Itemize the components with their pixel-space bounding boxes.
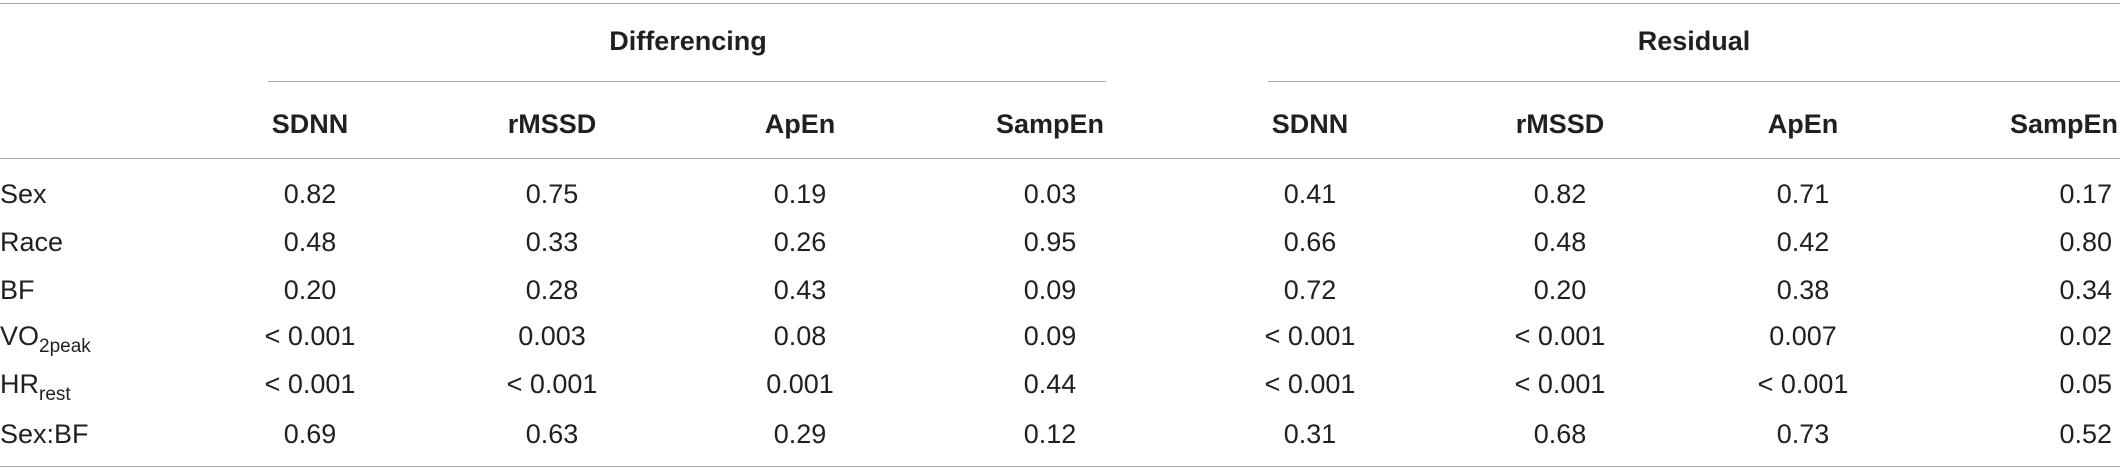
table-cell: < 0.001: [1264, 321, 1356, 351]
table-cell: 0.05: [2059, 369, 2112, 399]
table-cell: 0.09: [1023, 275, 1077, 305]
column-header: rMSSD: [507, 109, 597, 139]
table-cell: 0.43: [773, 275, 827, 305]
table-cell: 0.38: [1776, 275, 1830, 305]
table-cell: 0.48: [283, 227, 337, 257]
table-cell: 0.75: [525, 179, 579, 209]
table-cell: 0.73: [1776, 419, 1830, 449]
table-bottom-rule: [0, 466, 2120, 467]
table-cell: 0.003: [518, 321, 586, 351]
table-cell: < 0.001: [1264, 369, 1356, 399]
table-cell: 0.19: [773, 179, 827, 209]
table-cell: 0.68: [1533, 419, 1587, 449]
table-cell: 0.44: [1023, 369, 1077, 399]
row-label: Race: [0, 227, 64, 257]
table-cell: 0.42: [1776, 227, 1830, 257]
table-cell: 0.33: [525, 227, 579, 257]
row-label: Sex:BF: [0, 419, 89, 449]
table-cell: 0.63: [525, 419, 579, 449]
table-cell: < 0.001: [1757, 369, 1849, 399]
table-cell: 0.12: [1023, 419, 1077, 449]
row-label: HRrest: [0, 369, 71, 405]
table-cell: 0.71: [1776, 179, 1830, 209]
table-cell: 0.34: [2059, 275, 2112, 305]
group-header-residual: Residual: [1637, 26, 1751, 56]
table-cell: < 0.001: [1514, 321, 1606, 351]
table-cell: 0.26: [773, 227, 827, 257]
column-header: SampEn: [2009, 109, 2118, 139]
table-cell: 0.31: [1283, 419, 1337, 449]
table-top-rule: [0, 3, 2120, 4]
table-cell: 0.001: [766, 369, 834, 399]
table-cell: 0.29: [773, 419, 827, 449]
table-cell: 0.20: [1533, 275, 1587, 305]
table-cell: < 0.001: [264, 321, 356, 351]
table-cell: 0.82: [1533, 179, 1587, 209]
table-cell: < 0.001: [264, 369, 356, 399]
table-cell: 0.08: [773, 321, 827, 351]
column-header: ApEn: [764, 109, 836, 139]
table-cell: 0.72: [1283, 275, 1337, 305]
row-label: BF: [0, 275, 35, 305]
row-label: Sex: [0, 179, 47, 209]
differencing-group-rule: [268, 81, 1106, 82]
table-cell: 0.52: [2059, 419, 2112, 449]
table-cell: 0.09: [1023, 321, 1077, 351]
table-cell: 0.28: [525, 275, 579, 305]
table-cell: 0.02: [2059, 321, 2112, 351]
group-header-differencing: Differencing: [609, 26, 767, 56]
table-cell: 0.66: [1283, 227, 1337, 257]
residual-group-rule: [1268, 81, 2120, 82]
row-label: VO2peak: [0, 321, 91, 357]
column-header: rMSSD: [1515, 109, 1605, 139]
table-cell: 0.69: [283, 419, 337, 449]
table-cell: 0.03: [1023, 179, 1077, 209]
column-header: ApEn: [1767, 109, 1839, 139]
column-header: SampEn: [995, 109, 1105, 139]
table-cell: 0.80: [2059, 227, 2112, 257]
table-cell: 0.48: [1533, 227, 1587, 257]
table-cell: 0.17: [2059, 179, 2112, 209]
header-bottom-rule: [0, 158, 2120, 159]
table-cell: 0.41: [1283, 179, 1337, 209]
table-cell: 0.82: [283, 179, 337, 209]
table-cell: < 0.001: [506, 369, 598, 399]
table-cell: 0.007: [1769, 321, 1837, 351]
column-header: SDNN: [271, 109, 349, 139]
table-cell: 0.95: [1023, 227, 1077, 257]
column-header: SDNN: [1271, 109, 1349, 139]
table-cell: 0.20: [283, 275, 337, 305]
table-cell: < 0.001: [1514, 369, 1606, 399]
